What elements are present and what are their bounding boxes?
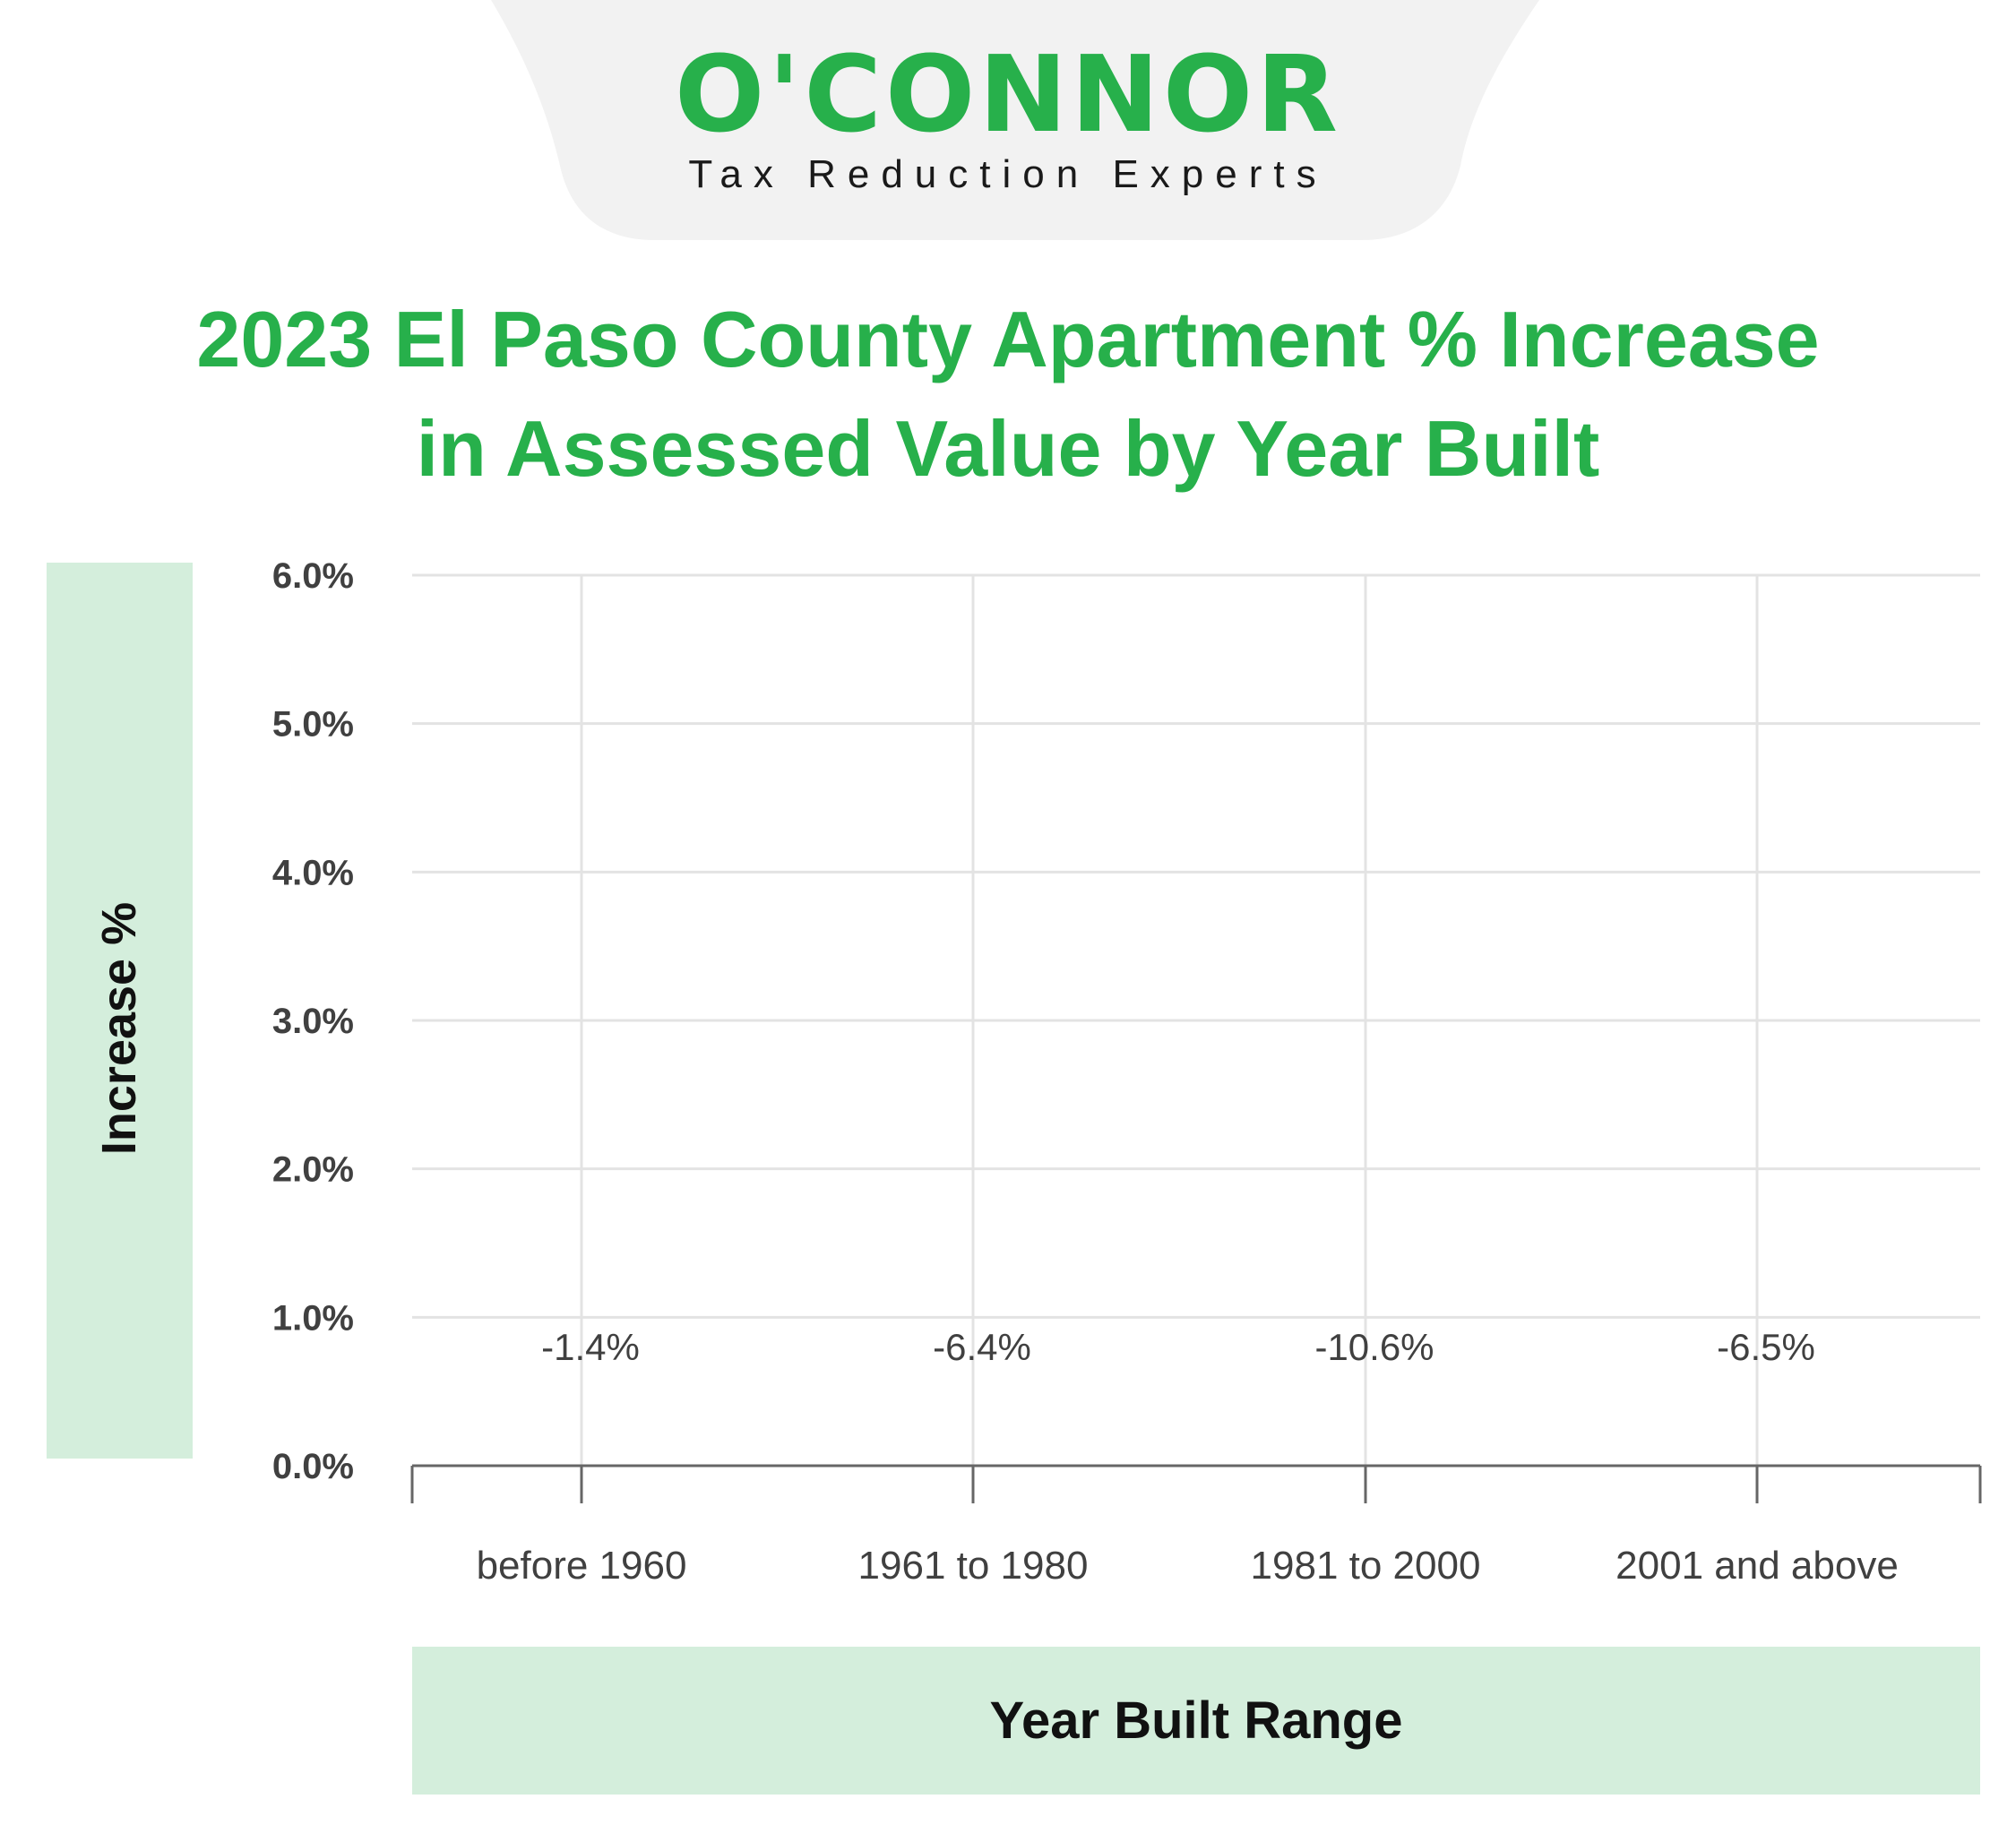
- y-tick-label: 5.0%: [272, 705, 354, 745]
- y-tick-label: 3.0%: [272, 1002, 354, 1041]
- gridlines: [412, 573, 1980, 1466]
- x-axis-label-box: [412, 1647, 1980, 1795]
- y-tick-label: 2.0%: [272, 1150, 354, 1190]
- data-label: -10.6%: [1314, 1326, 1434, 1368]
- data-labels: -1.4% -6.4% -10.6% -6.5%: [541, 1326, 1815, 1368]
- data-label: -6.4%: [933, 1326, 1031, 1368]
- y-axis-label-box: [47, 563, 193, 1459]
- brand-logo: O'CONNOR: [674, 32, 1342, 156]
- y-tick-label: 6.0%: [272, 556, 354, 596]
- x-axis-label: Year Built Range: [989, 1691, 1403, 1750]
- y-tick-label: 1.0%: [272, 1298, 354, 1338]
- y-tick-labels: 0.0% 1.0% 2.0% 3.0% 4.0% 5.0% 6.0%: [272, 556, 354, 1486]
- x-tick-label: 2001 and above: [1615, 1544, 1899, 1588]
- x-tick-label: 1981 to 2000: [1251, 1544, 1481, 1588]
- y-tick-label: 4.0%: [272, 853, 354, 892]
- data-label: -6.5%: [1717, 1326, 1815, 1368]
- chart-title: 2023 El Paso County Apartment % Increase…: [0, 285, 2016, 504]
- x-tick-label: 1961 to 1980: [858, 1544, 1089, 1588]
- x-tick-label: before 1960: [477, 1544, 687, 1588]
- data-label: -1.4%: [541, 1326, 640, 1368]
- brand-tagline: Tax Reduction Experts: [688, 152, 1328, 196]
- chart-title-line-2: in Assessed Value by Year Built: [416, 404, 1600, 493]
- x-tick-labels: before 1960 1961 to 1980 1981 to 2000 2001 …: [477, 1544, 1899, 1588]
- logo-tab: [491, 0, 1539, 240]
- y-tick-label: 0.0%: [272, 1447, 354, 1486]
- x-axis: [410, 1464, 1982, 1503]
- chart-title-line-1: 2023 El Paso County Apartment % Increase: [196, 295, 1820, 383]
